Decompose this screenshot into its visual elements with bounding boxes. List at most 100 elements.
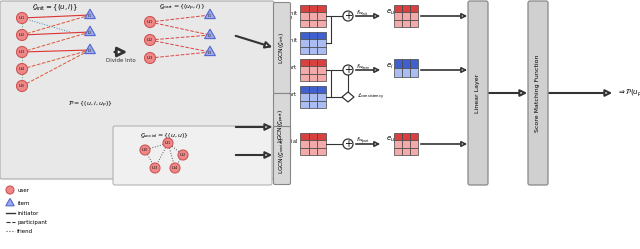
Text: $i_1$: $i_1$ (88, 11, 93, 20)
Bar (402, 20, 410, 27)
Text: $u_4$: $u_4$ (172, 164, 179, 172)
Bar (300, 59, 308, 66)
Bar (394, 59, 402, 68)
Text: +: + (344, 139, 352, 149)
Bar (300, 86, 308, 93)
Bar (308, 20, 317, 27)
Bar (317, 133, 326, 140)
Bar (308, 12, 317, 20)
Bar (308, 133, 317, 140)
Bar (394, 12, 402, 20)
Bar (300, 101, 308, 108)
Bar (308, 59, 317, 66)
Text: $e_{u_p}$: $e_{u_p}$ (386, 134, 397, 146)
Circle shape (17, 29, 28, 41)
Bar (317, 74, 326, 81)
Text: LGCN($\mathcal{G}_{\rm init}$): LGCN($\mathcal{G}_{\rm init}$) (278, 32, 287, 64)
Bar (410, 68, 418, 77)
Text: user: user (17, 187, 29, 192)
Bar (300, 93, 308, 101)
Bar (300, 66, 308, 74)
Bar (394, 148, 402, 155)
Bar (317, 86, 326, 93)
Text: $u_4$: $u_4$ (19, 65, 26, 73)
Polygon shape (84, 44, 95, 54)
Bar (317, 39, 326, 47)
Text: $u_2$: $u_2$ (19, 31, 26, 39)
Text: $e_i^{\rm init}$: $e_i^{\rm init}$ (284, 36, 298, 50)
Circle shape (17, 12, 28, 23)
Text: LGCN($\mathcal{G}_{\rm part}$): LGCN($\mathcal{G}_{\rm part}$) (277, 109, 287, 143)
Text: $\Rightarrow\mathcal{P}(u_p|u, i)$: $\Rightarrow\mathcal{P}(u_p|u, i)$ (617, 87, 640, 99)
Bar (300, 39, 308, 47)
Text: $f_{w_{\rm part}}$: $f_{w_{\rm part}}$ (356, 135, 370, 146)
Text: $i_1$: $i_1$ (207, 11, 212, 20)
Text: $i_3$: $i_3$ (88, 47, 93, 56)
FancyBboxPatch shape (273, 94, 291, 159)
Bar (410, 12, 418, 20)
Text: $e_u^{\rm part}$: $e_u^{\rm part}$ (282, 63, 298, 77)
Text: $e_u^{\rm init}$: $e_u^{\rm init}$ (284, 9, 298, 23)
Bar (308, 39, 317, 47)
Bar (402, 133, 410, 140)
Text: participant: participant (17, 220, 47, 225)
Text: item: item (17, 200, 29, 205)
Bar (317, 47, 326, 54)
Text: friend: friend (17, 229, 33, 234)
Text: $u_5$: $u_5$ (19, 82, 26, 90)
Bar (317, 101, 326, 108)
Polygon shape (6, 198, 14, 206)
Bar (300, 148, 308, 155)
Bar (317, 12, 326, 20)
Bar (300, 74, 308, 81)
Text: $i_3$: $i_3$ (207, 49, 212, 58)
Text: $f_{w_{\rm item}}$: $f_{w_{\rm item}}$ (356, 62, 371, 72)
Text: $u_3$: $u_3$ (151, 164, 159, 172)
Text: $e_u$: $e_u$ (386, 7, 395, 17)
Polygon shape (342, 92, 354, 102)
Text: $e_u^{\rm social}$: $e_u^{\rm social}$ (278, 137, 298, 151)
Text: $u_2$: $u_2$ (147, 36, 154, 44)
FancyBboxPatch shape (273, 2, 291, 94)
Text: $\mathcal{G}_{\rm social} = \{(u, u)\}$: $\mathcal{G}_{\rm social} = \{(u, u)\}$ (140, 130, 189, 139)
Text: $\mathcal{G}_{\rm part} = \{(u_p, i)\}$: $\mathcal{G}_{\rm part} = \{(u_p, i)\}$ (159, 3, 205, 13)
Bar (317, 66, 326, 74)
Text: $e_i^{\rm part}$: $e_i^{\rm part}$ (282, 90, 298, 104)
FancyBboxPatch shape (0, 1, 274, 179)
Bar (300, 12, 308, 20)
Circle shape (145, 53, 156, 63)
FancyBboxPatch shape (273, 126, 291, 185)
Text: $u_3$: $u_3$ (147, 54, 154, 62)
Text: $i_2$: $i_2$ (88, 29, 93, 37)
Circle shape (170, 163, 180, 173)
Bar (317, 148, 326, 155)
Text: Score Matching Function: Score Matching Function (536, 54, 541, 132)
Bar (308, 66, 317, 74)
Circle shape (343, 139, 353, 149)
Text: $u_0$: $u_0$ (141, 146, 148, 154)
Bar (308, 101, 317, 108)
Bar (308, 47, 317, 54)
Bar (300, 20, 308, 27)
Text: $f_{w_{\rm init}}$: $f_{w_{\rm init}}$ (356, 8, 369, 18)
Bar (394, 20, 402, 27)
Bar (410, 20, 418, 27)
Circle shape (140, 145, 150, 155)
Bar (308, 148, 317, 155)
Bar (308, 74, 317, 81)
Circle shape (6, 186, 14, 194)
Bar (410, 148, 418, 155)
Bar (410, 5, 418, 12)
Circle shape (17, 47, 28, 58)
Text: LGCN($\mathcal{G}_{\rm social}$): LGCN($\mathcal{G}_{\rm social}$) (278, 137, 287, 174)
Text: $\mathcal{L}_{\rm consistency}$: $\mathcal{L}_{\rm consistency}$ (357, 92, 384, 102)
Bar (317, 32, 326, 39)
Bar (308, 32, 317, 39)
Bar (394, 140, 402, 148)
Text: Divide Into: Divide Into (106, 58, 136, 62)
Text: $\mathcal{G}_{\rm init} = \{(u, i)\}$: $\mathcal{G}_{\rm init} = \{(u, i)\}$ (32, 3, 78, 13)
Bar (394, 133, 402, 140)
Text: $u_1$: $u_1$ (147, 18, 154, 26)
Bar (300, 133, 308, 140)
Bar (317, 140, 326, 148)
